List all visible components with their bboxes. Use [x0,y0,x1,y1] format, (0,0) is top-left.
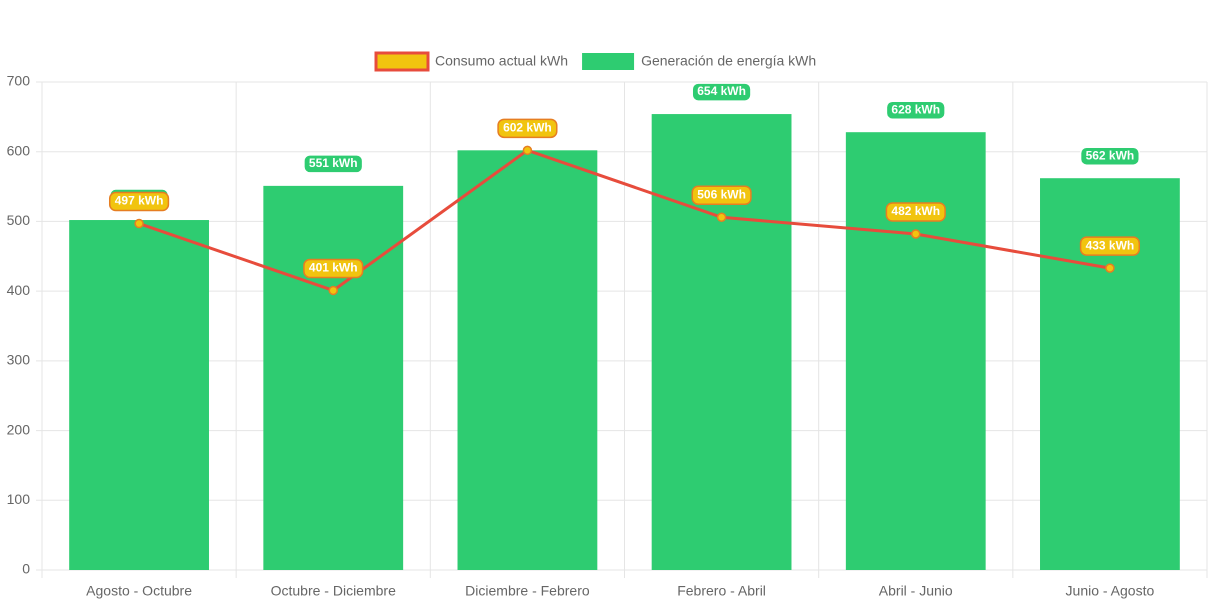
y-tick-label: 500 [7,212,31,228]
legend-label: Generación de energía kWh [641,53,816,69]
y-tick-label: 700 [7,73,31,89]
x-tick-label: Diciembre - Febrero [465,583,590,599]
point [1105,263,1115,273]
value-label: 401 kWh [309,261,358,275]
bar [69,220,209,570]
line [138,148,1111,293]
value-label-box [691,185,752,205]
bar [845,132,986,571]
legend-swatch [374,51,430,72]
x-tick-label: Abril - Junio [879,583,953,599]
point [134,218,144,229]
value-label: 562 kWh [1086,148,1135,162]
value-label-box [885,202,946,222]
y-tick-label: 600 [7,142,31,158]
value-label: 433 kWh [1086,238,1135,252]
value-label: 497 kWh [115,194,164,208]
value-label: 551 kWh [309,156,358,170]
value-label: 628 kWh [891,102,940,116]
value-label-box [303,154,364,174]
value-label: 602 kWh [503,120,552,134]
value-label-box [1079,146,1141,166]
value-label-box [108,191,170,212]
y-tick-label: 100 [7,491,31,507]
y-tick-label: 0 [22,561,30,577]
value-label: 654 kWh [697,84,746,98]
x-tick-label: Agosto - Octubre [86,583,192,599]
value-label-box [303,258,364,279]
y-tick-label: 400 [7,282,31,298]
value-label: 482 kWh [891,204,940,218]
y-tick-label: 200 [7,421,31,437]
bar [263,185,404,571]
bar [457,150,598,570]
legend-label: Consumo actual kWh [435,53,568,69]
point [911,229,921,239]
legend-swatch [582,53,635,70]
x-tick-label: Junio - Agosto [1066,583,1155,599]
point [328,285,338,296]
value-label: 506 kWh [697,187,746,201]
x-tick-label: Febrero - Abril [677,583,766,599]
x-tick-label: Octubre - Diciembre [271,583,396,599]
point [716,212,727,222]
value-label-box [885,100,946,120]
value-label-box [691,82,752,102]
value-label-box [497,118,558,139]
bar [651,114,792,570]
point [522,145,533,156]
y-tick-label: 300 [7,352,31,368]
value-label-box [1079,236,1141,256]
